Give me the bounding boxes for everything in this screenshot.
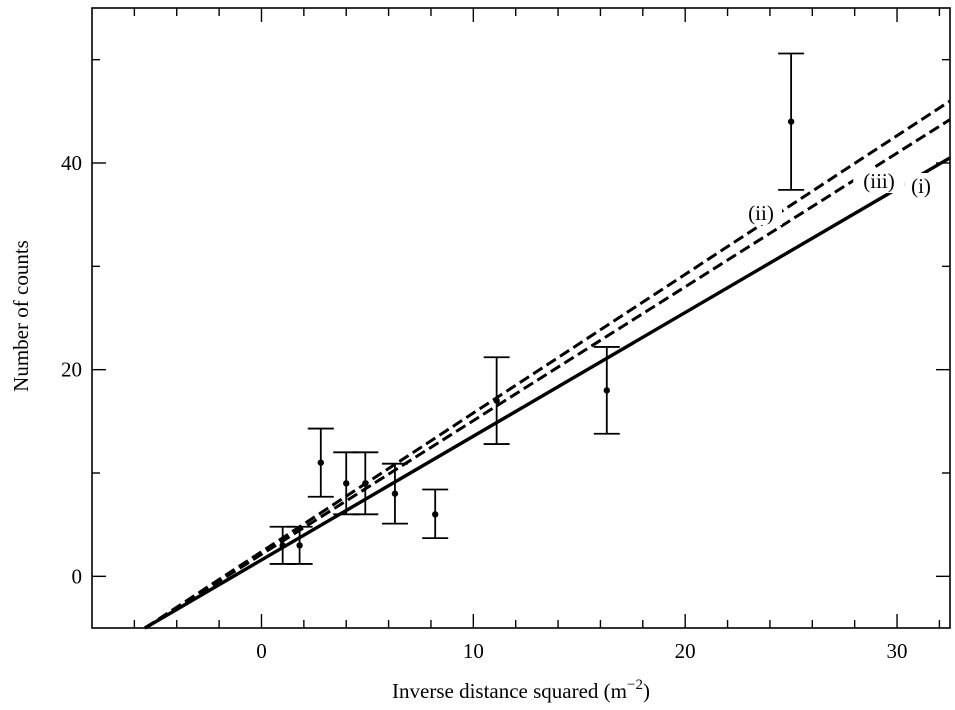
x-tick-label: 20 — [675, 639, 696, 663]
y-tick-label: 0 — [72, 564, 83, 588]
y-tick-label: 40 — [61, 151, 82, 175]
data-point — [343, 480, 350, 487]
fit-line — [144, 118, 951, 630]
data-point — [391, 490, 399, 497]
x-tick-label: 10 — [463, 639, 484, 663]
data-point — [296, 542, 303, 549]
data-point — [317, 459, 324, 466]
curve-label-bg — [853, 168, 905, 193]
curve-label: (iii) — [863, 169, 895, 193]
data-point — [787, 118, 795, 125]
x-tick-label: 30 — [887, 639, 908, 663]
curve-label-bg — [904, 173, 938, 198]
data-point — [279, 542, 286, 549]
x-axis-title: Inverse distance squared (m−2) — [392, 677, 650, 703]
curves-layer — [144, 99, 951, 630]
fit-line — [144, 156, 951, 630]
curve-label-bg — [740, 200, 782, 225]
curve-label: (i) — [911, 174, 931, 198]
data-point — [493, 397, 500, 404]
y-axis-title: Number of counts — [9, 240, 33, 392]
fit-line — [144, 99, 951, 630]
data-point — [432, 511, 439, 518]
x-tick-label: 0 — [256, 639, 267, 663]
data-point — [603, 387, 610, 394]
curve-label: (ii) — [748, 201, 774, 225]
y-tick-label: 20 — [61, 358, 82, 382]
ticks-layer — [92, 8, 950, 628]
points-layer — [269, 52, 805, 565]
plot-frame — [91, 7, 951, 629]
labels-layer: 0 10 20 30 0 20 40 (i) (ii) (iii) — [61, 151, 938, 663]
data-point — [362, 480, 369, 487]
